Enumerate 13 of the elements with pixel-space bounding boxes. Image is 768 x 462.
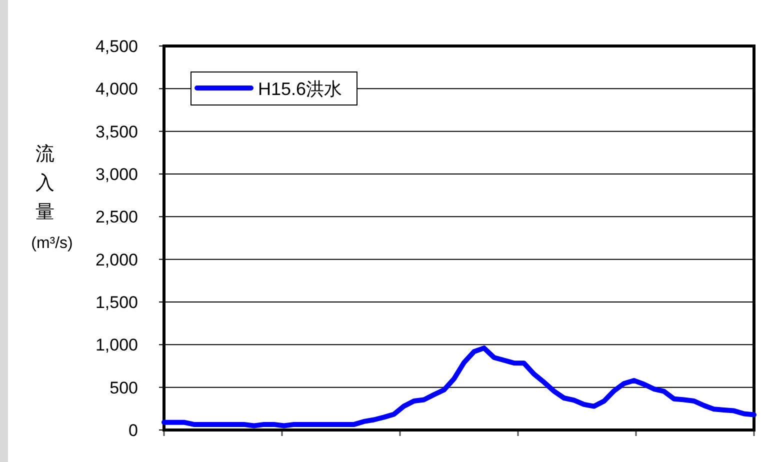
y-tick-label: 4,000: [95, 80, 138, 99]
y-tick-label: 3,500: [95, 122, 138, 142]
y-tick-label: 1,000: [95, 336, 138, 355]
y-tick-label: 2,500: [95, 208, 138, 227]
ylabel: 流入量(m³/s): [31, 144, 73, 252]
y-tick-label: 0: [128, 421, 138, 440]
y-tick-label: 4,500: [95, 37, 138, 56]
y-tick-label: 2,000: [95, 250, 138, 270]
y-tick-label: 500: [110, 378, 138, 398]
y-tick-label: 3,000: [95, 165, 138, 184]
legend: H15.6洪水: [190, 72, 358, 106]
legend-label: H15.6洪水: [258, 79, 342, 99]
y-tick-label: 1,500: [95, 293, 138, 312]
